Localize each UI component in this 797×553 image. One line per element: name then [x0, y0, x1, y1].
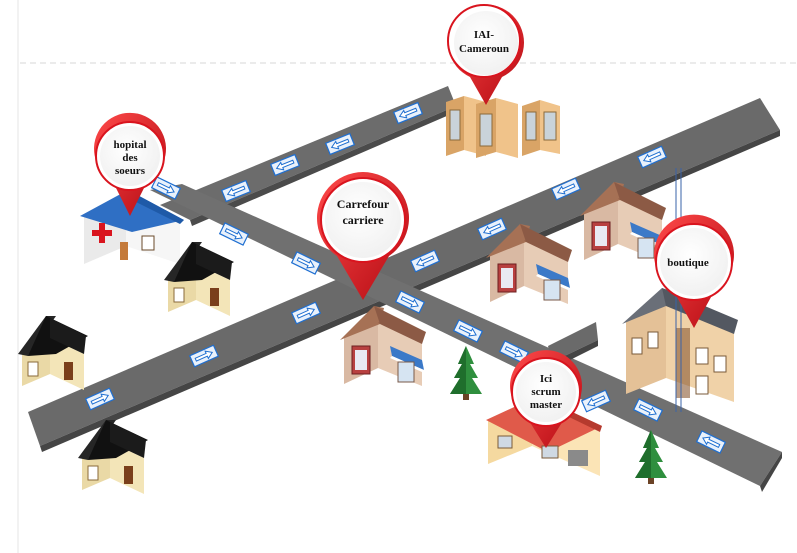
pin-iai-line-2: Cameroun — [459, 43, 509, 55]
boutique-building — [622, 288, 738, 402]
hospital-building — [80, 190, 184, 264]
pin-iai-cameroun[interactable]: IAI- Cameroun — [447, 4, 524, 106]
pin-boutique-line-1: boutique — [667, 257, 709, 269]
pin-ici-scrum-master[interactable]: Ici scrum master — [510, 350, 582, 448]
pin-scrum-line-1: Ici — [540, 373, 552, 385]
pin-boutique[interactable]: boutique — [654, 214, 734, 328]
tree-1 — [450, 346, 482, 400]
pin-carrefour-line-2: carriere — [342, 213, 384, 227]
pin-carrefour-line-1: Carrefour — [337, 197, 390, 211]
iai-building — [446, 96, 560, 158]
pin-iai-line-1: IAI- — [474, 29, 495, 41]
pin-scrum-line-2: scrum — [531, 386, 560, 398]
house-2 — [17, 315, 89, 391]
pin-hopital-des-soeurs[interactable]: hopital des soeurs — [94, 112, 166, 216]
pin-hopital-line-3: soeurs — [115, 165, 146, 177]
pin-scrum-line-3: master — [530, 399, 562, 411]
pin-carrefour-carriere[interactable]: Carrefour carriere — [317, 172, 409, 300]
pin-hopital-line-1: hopital — [113, 139, 146, 151]
pin-hopital-line-2: des — [122, 152, 138, 164]
